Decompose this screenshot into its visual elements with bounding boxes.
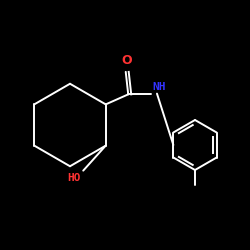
Text: NH: NH	[152, 82, 166, 92]
Text: HO: HO	[67, 173, 81, 183]
Text: O: O	[122, 54, 132, 67]
